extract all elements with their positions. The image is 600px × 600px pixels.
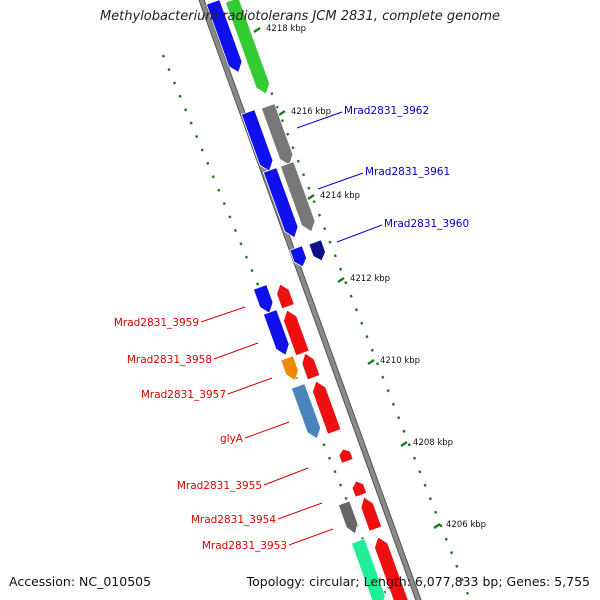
gene-arrow: [283, 309, 310, 357]
gene-label-leader: [244, 421, 290, 439]
gene-track: [205, 0, 409, 600]
gene-arrow: [350, 538, 386, 600]
gene-label-leader: [227, 377, 273, 395]
genome-backbone: [199, 0, 421, 600]
gene-label: Mrad2831_3953: [202, 540, 287, 552]
gene-arrow: [262, 309, 290, 356]
gene-label-leader: [317, 172, 364, 190]
gene-label-leader: [296, 111, 343, 129]
scale-tick-mark: [253, 26, 261, 34]
gene-label-leader: [288, 528, 334, 546]
gene-arrow: [224, 0, 270, 95]
gene-arrow: [290, 383, 322, 440]
gene-label: Mrad2831_3960: [384, 218, 469, 230]
gene-arrow: [351, 480, 368, 498]
gene-label-leader: [336, 224, 383, 243]
gene-label-leader: [213, 342, 259, 360]
scale-tick-label: 4218 kbp: [266, 24, 306, 34]
scale-tick-mark: [433, 522, 441, 530]
gene-arrow: [374, 536, 409, 600]
genome-summary-text: Topology: circular; Length: 6,077,833 bp…: [246, 574, 590, 589]
gene-arrow: [301, 352, 321, 381]
gene-arrow: [240, 109, 274, 172]
scale-tick-label: 4210 kbp: [380, 356, 420, 366]
genome-title: Methylobacterium radiotolerans JCM 2831,…: [99, 9, 501, 24]
gene-label: Mrad2831_3954: [191, 514, 276, 526]
scale-ruler: 4218 kbp 4216 kbp 4214 kbp 4212 kbp 4210 kbp…: [253, 24, 486, 530]
gene-label-leader: [200, 306, 246, 323]
scale-tick-label: 4212 kbp: [350, 274, 390, 284]
scale-tick-label: 4206 kbp: [446, 520, 486, 530]
scale-tick-mark: [400, 440, 408, 448]
gene-arrow: [308, 239, 326, 262]
gene-label: Mrad2831_3958: [127, 354, 212, 366]
scale-tick-label: 4216 kbp: [291, 107, 331, 117]
scale-tick-label: 4208 kbp: [413, 438, 453, 448]
gene-label: Mrad2831_3962: [344, 105, 429, 117]
gene-arrow: [337, 500, 359, 535]
gene-arrow: [205, 0, 243, 74]
gene-arrow: [252, 284, 274, 314]
gene-arrow: [276, 283, 295, 310]
gene-label-leader: [263, 467, 309, 486]
gene-arrow: [338, 448, 354, 464]
gene-arrow: [312, 380, 342, 435]
gene-label-leader: [277, 502, 323, 520]
gene-arrow: [360, 496, 383, 532]
accession-text: Accession: NC_010505: [9, 574, 152, 589]
scale-tick-mark: [337, 276, 345, 284]
scale-tick-mark: [307, 193, 315, 201]
gene-label: Mrad2831_3961: [365, 166, 450, 178]
gene-labels: Mrad2831_3962 Mrad2831_3961 Mrad2831_3960 M…: [114, 105, 469, 552]
gene-arrow: [262, 167, 299, 239]
gene-arrow: [260, 103, 294, 166]
scale-ruler-dots: [243, 24, 472, 600]
gene-arrow: [289, 245, 307, 268]
gene-label: Mrad2831_3959: [114, 317, 199, 329]
gene-label: Mrad2831_3955: [177, 480, 262, 492]
gene-arrow: [280, 355, 299, 382]
gene-arrow: [279, 161, 316, 233]
scale-tick-mark: [278, 109, 286, 117]
scale-tick-label: 4214 kbp: [320, 191, 360, 201]
gene-label: Mrad2831_3957: [141, 389, 226, 401]
gene-label: glyA: [220, 433, 244, 445]
scale-tick-mark: [367, 358, 375, 366]
